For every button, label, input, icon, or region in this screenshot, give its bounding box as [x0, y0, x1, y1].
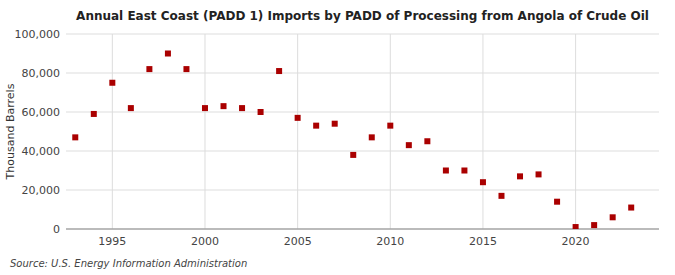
title: Annual East Coast (PADD 1) Imports by PA… — [76, 9, 649, 23]
point — [72, 134, 78, 140]
point — [387, 123, 393, 129]
point — [332, 121, 338, 127]
x-grid-line — [575, 34, 576, 229]
y-grid-line — [66, 112, 659, 113]
x-grid-line — [204, 34, 205, 229]
y-tick-label: 60,000 — [22, 106, 61, 119]
point — [554, 199, 560, 205]
point — [183, 66, 189, 72]
x-tick-label: 2015 — [469, 235, 497, 248]
x-grid-line — [482, 34, 483, 229]
point — [517, 173, 523, 179]
y-tick-label: 80,000 — [22, 67, 61, 80]
point — [498, 193, 504, 199]
point — [202, 105, 208, 111]
x-grid-line — [297, 34, 298, 229]
source-note: Source: U.S. Energy Information Administ… — [10, 258, 247, 269]
background — [0, 0, 675, 275]
grid — [66, 34, 659, 229]
point — [295, 115, 301, 121]
x-tick-label: 2020 — [562, 235, 590, 248]
point — [165, 51, 171, 57]
x-tick-label: 2000 — [191, 235, 219, 248]
point — [591, 222, 597, 228]
x-tick-label: 2005 — [284, 235, 312, 248]
points — [72, 51, 634, 230]
point — [276, 68, 282, 74]
point — [146, 66, 152, 72]
y-grid-line — [66, 190, 659, 191]
point — [221, 103, 227, 109]
point — [610, 214, 616, 220]
point — [443, 168, 449, 174]
y-axis-label: Thousand Barrels — [4, 83, 17, 180]
y-grid-line — [66, 229, 659, 230]
point — [258, 109, 264, 115]
point — [313, 123, 319, 129]
point — [369, 134, 375, 140]
chart: Annual East Coast (PADD 1) Imports by PA… — [0, 0, 675, 275]
point — [350, 152, 356, 158]
point — [628, 205, 634, 211]
x-tick-label: 2010 — [376, 235, 404, 248]
point — [424, 138, 430, 144]
point — [573, 224, 579, 229]
x-tick-label: 1995 — [98, 235, 126, 248]
y-grid-line — [66, 34, 659, 35]
x-axis-line — [66, 229, 659, 230]
y-tick-label: 0 — [53, 223, 60, 236]
y-grid-line — [66, 151, 659, 152]
point — [239, 105, 245, 111]
y-tick-label: 20,000 — [22, 184, 61, 197]
point — [480, 179, 486, 185]
y-grid-line — [66, 73, 659, 74]
point — [536, 171, 542, 177]
point — [406, 142, 412, 148]
point — [128, 105, 134, 111]
point — [461, 168, 467, 174]
point — [109, 80, 115, 86]
y-tick-label: 40,000 — [22, 145, 61, 158]
x-grid-line — [112, 34, 113, 229]
point — [91, 111, 97, 117]
x-grid-line — [390, 34, 391, 229]
y-tick-label: 100,000 — [15, 28, 61, 41]
